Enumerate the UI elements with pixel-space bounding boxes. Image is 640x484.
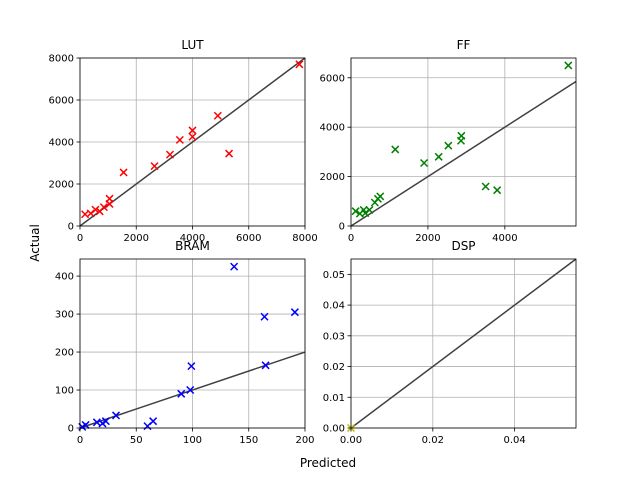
- data-point: [81, 420, 90, 429]
- y-tick-label: 0.02: [323, 362, 345, 373]
- y-tick-label: 0.05: [323, 270, 345, 281]
- data-point: [186, 385, 195, 395]
- data-point: [351, 207, 360, 216]
- y-tick-label: 8000: [49, 54, 74, 65]
- y-tick-label: 2000: [320, 172, 345, 183]
- x-tick-label: 2000: [415, 233, 440, 244]
- data-point: [111, 411, 121, 420]
- reference-line: [79, 57, 306, 227]
- x-tick-label: 200: [295, 435, 314, 446]
- data-point: [260, 312, 269, 321]
- x-tick-label: 6000: [236, 233, 261, 244]
- data-point: [365, 205, 374, 214]
- data-point: [290, 308, 299, 317]
- y-tick-label: 0.01: [323, 393, 345, 404]
- x-tick-label: 0.04: [504, 435, 526, 446]
- subplot-ff: 0 2000 4000 0 2000 4000 6000 FF: [320, 38, 577, 244]
- data-point: [261, 361, 270, 370]
- data-point: [105, 194, 114, 203]
- y-tick-label: 0.04: [323, 301, 345, 312]
- subplot-title: LUT: [181, 38, 204, 52]
- y-tick-label: 2000: [49, 180, 74, 191]
- data-point: [119, 168, 128, 177]
- x-tick-label: 4000: [180, 233, 205, 244]
- y-tick-label: 0: [339, 222, 345, 233]
- reference-line: [350, 80, 577, 227]
- subplot-bram: 0 50 100 150 200 0 100 200 300 400 BRAM: [55, 239, 315, 446]
- figure-xlabel: Predicted: [300, 456, 356, 470]
- data-point: [187, 362, 196, 371]
- subplot-dsp: 0.00 0.02 0.04 0.00 0.01 0.02 0.03 0.04 0.05 DSP: [323, 239, 577, 446]
- data-point: [91, 205, 100, 214]
- y-tick-label: 100: [55, 386, 74, 397]
- y-tick-label: 6000: [320, 73, 345, 84]
- data-point: [493, 186, 502, 195]
- y-tick-label: 400: [55, 272, 74, 283]
- subplot-lut: 0 2000 4000 6000 8000 0 2000 4000 6000 8000 LUT: [49, 38, 318, 244]
- x-tick-label: 150: [239, 435, 258, 446]
- subplot-title: BRAM: [175, 239, 210, 253]
- data-point: [481, 182, 490, 191]
- x-tick-label: 8000: [292, 233, 317, 244]
- data-point: [225, 149, 234, 158]
- x-tick-label: 0: [348, 233, 354, 244]
- figure-ylabel: Actual: [28, 224, 42, 262]
- data-point: [101, 417, 110, 426]
- reference-line: [79, 351, 306, 429]
- data-point: [230, 262, 239, 271]
- data-point: [391, 145, 400, 154]
- x-tick-label: 50: [130, 435, 143, 446]
- data-point: [457, 131, 466, 140]
- subplot-title: DSP: [451, 239, 475, 253]
- data-point: [175, 135, 184, 144]
- x-tick-label: 100: [183, 435, 202, 446]
- data-point: [99, 203, 108, 212]
- x-tick-label: 4000: [492, 233, 517, 244]
- x-tick-label: 0.00: [340, 435, 362, 446]
- x-tick-label: 2000: [124, 233, 149, 244]
- y-tick-label: 0.03: [323, 331, 345, 342]
- y-tick-label: 4000: [49, 138, 74, 149]
- data-point: [177, 389, 186, 398]
- data-point: [188, 126, 197, 135]
- x-tick-label: 0: [77, 435, 83, 446]
- data-point: [295, 60, 304, 69]
- reference-line: [350, 258, 577, 429]
- data-point: [376, 192, 385, 201]
- axes-frame: [350, 258, 577, 429]
- data-point: [165, 150, 175, 159]
- y-tick-label: 6000: [49, 96, 74, 107]
- y-tick-label: 0: [68, 222, 74, 233]
- axes-frame: [350, 57, 577, 227]
- x-tick-label: 0: [77, 233, 83, 244]
- y-tick-label: 4000: [320, 123, 345, 134]
- x-tick-label: 0.02: [422, 435, 444, 446]
- data-point: [420, 158, 429, 168]
- y-tick-label: 300: [55, 310, 74, 321]
- y-tick-label: 0.00: [323, 424, 345, 435]
- data-point: [213, 111, 222, 120]
- data-point: [564, 61, 573, 70]
- y-tick-label: 200: [55, 348, 74, 359]
- data-point: [444, 141, 453, 150]
- y-tick-label: 0: [68, 424, 74, 435]
- data-point: [149, 417, 158, 426]
- data-point: [188, 132, 197, 141]
- data-point: [434, 152, 443, 161]
- data-point: [150, 162, 159, 171]
- subplot-title: FF: [457, 38, 471, 52]
